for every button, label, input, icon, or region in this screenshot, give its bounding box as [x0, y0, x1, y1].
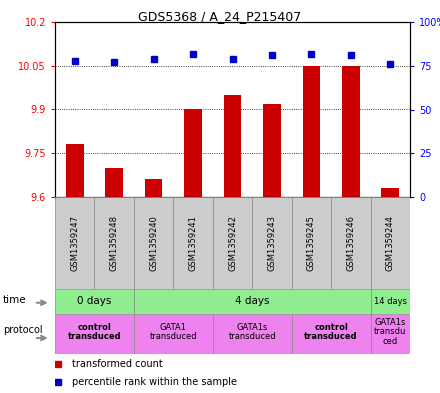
- Bar: [331, 197, 370, 289]
- Text: GSM1359243: GSM1359243: [268, 215, 276, 271]
- Text: GATA1s
transduced: GATA1s transduced: [228, 323, 276, 342]
- Bar: [252, 197, 292, 289]
- Text: protocol: protocol: [3, 325, 42, 335]
- Text: 4 days: 4 days: [235, 296, 269, 307]
- Text: control
transduced: control transduced: [68, 323, 121, 342]
- Text: 14 days: 14 days: [374, 297, 407, 306]
- Bar: [134, 314, 213, 354]
- Bar: [342, 66, 360, 197]
- Bar: [184, 110, 202, 197]
- Bar: [292, 197, 331, 289]
- Text: GDS5368 / A_24_P215407: GDS5368 / A_24_P215407: [138, 10, 302, 23]
- Bar: [173, 197, 213, 289]
- Text: percentile rank within the sample: percentile rank within the sample: [72, 377, 237, 387]
- Bar: [263, 104, 281, 197]
- Bar: [370, 197, 410, 289]
- Bar: [134, 197, 173, 289]
- Bar: [134, 289, 370, 314]
- Bar: [224, 95, 242, 197]
- Bar: [55, 197, 95, 289]
- Text: GSM1359240: GSM1359240: [149, 215, 158, 271]
- Bar: [292, 314, 370, 354]
- Text: GSM1359244: GSM1359244: [386, 215, 395, 271]
- Bar: [95, 197, 134, 289]
- Text: GSM1359241: GSM1359241: [189, 215, 198, 271]
- Text: GSM1359247: GSM1359247: [70, 215, 79, 271]
- Bar: [213, 314, 292, 354]
- Bar: [105, 168, 123, 197]
- Bar: [213, 197, 252, 289]
- Text: GSM1359248: GSM1359248: [110, 215, 119, 271]
- Bar: [55, 314, 134, 354]
- Bar: [370, 289, 410, 314]
- Text: GSM1359246: GSM1359246: [346, 215, 356, 271]
- Text: GSM1359242: GSM1359242: [228, 215, 237, 271]
- Bar: [381, 188, 399, 197]
- Bar: [55, 289, 134, 314]
- Text: 0 days: 0 days: [77, 296, 112, 307]
- Text: GATA1
transduced: GATA1 transduced: [150, 323, 197, 342]
- Text: transformed count: transformed count: [72, 359, 162, 369]
- Text: GATA1s
transdu
ced: GATA1s transdu ced: [374, 318, 407, 346]
- Text: GSM1359245: GSM1359245: [307, 215, 316, 271]
- Bar: [145, 180, 162, 197]
- Bar: [303, 66, 320, 197]
- Text: time: time: [3, 295, 26, 305]
- Bar: [66, 145, 84, 197]
- Text: control
transduced: control transduced: [304, 323, 358, 342]
- Bar: [370, 314, 410, 354]
